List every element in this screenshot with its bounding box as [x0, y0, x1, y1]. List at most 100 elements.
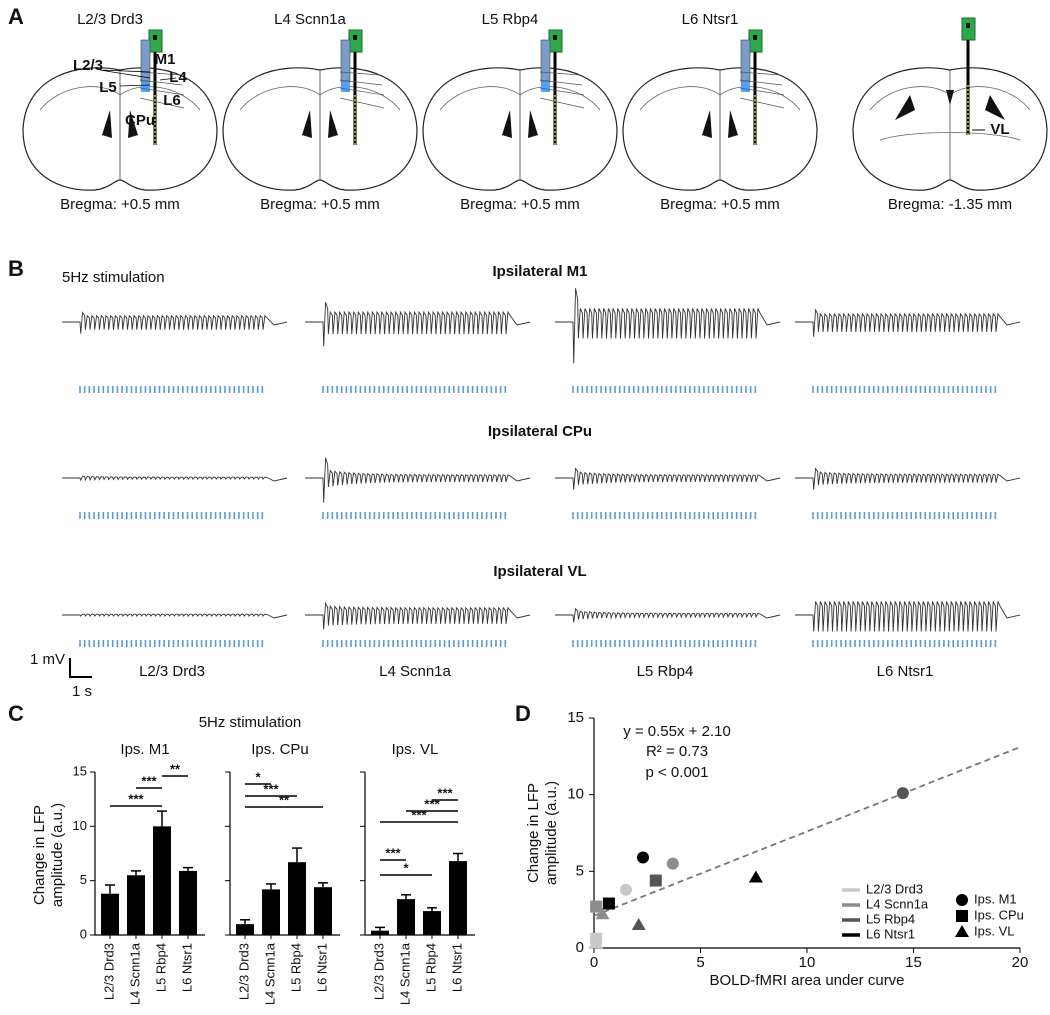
bar	[236, 924, 254, 935]
bar	[288, 862, 306, 935]
point	[636, 851, 649, 864]
bar	[101, 893, 119, 935]
fit-line	[593, 746, 1021, 917]
significance-label: ***	[263, 781, 279, 796]
bar	[262, 889, 280, 935]
x-tick-label: L4 Scnn1a	[397, 942, 412, 1005]
probe-connector	[148, 29, 163, 53]
significance-label: ***	[437, 785, 453, 800]
y-tick-label: 10	[73, 818, 87, 833]
ventricle	[895, 95, 915, 120]
point	[595, 907, 610, 920]
section-title: L4 Scnn1a	[274, 11, 346, 28]
legend-marker	[956, 894, 968, 906]
region-label: L2/3	[73, 57, 103, 74]
column-label: L4 Scnn1a	[379, 663, 451, 680]
y-axis-label: Change in LFP	[31, 805, 48, 905]
ventricle	[102, 110, 112, 138]
point	[631, 918, 646, 930]
x-tick-label: L4 Scnn1a	[262, 942, 277, 1005]
significance-label: ***	[424, 796, 440, 811]
fit-equation: y = 0.55x + 2.10	[623, 723, 731, 740]
probe-connector	[348, 29, 363, 53]
lfp-trace	[62, 311, 288, 334]
x-tick-label: L5 Rbp4	[153, 943, 168, 992]
stimulus-train	[572, 640, 757, 647]
bar	[397, 899, 415, 935]
y-tick-label: 5	[576, 862, 584, 879]
bregma-label: Bregma: +0.5 mm	[660, 196, 780, 213]
section-title: L6 Ntsr1	[682, 11, 739, 28]
legend-label: Ips. M1	[974, 891, 1017, 906]
x-tick-label: L2/3 Drd3	[236, 943, 251, 1000]
x-tick-label: L2/3 Drd3	[101, 943, 116, 1000]
y-axis-label: amplitude (a.u.)	[543, 781, 560, 885]
ventricle	[328, 110, 338, 138]
ventricle	[502, 110, 512, 138]
layer-grid	[539, 71, 585, 109]
lfp-trace	[62, 475, 288, 482]
ventricle	[302, 110, 312, 138]
chart-title: Ips. CPu	[251, 741, 309, 758]
stimulus-train	[79, 386, 264, 393]
brain-contour	[439, 86, 601, 111]
region-pointer	[99, 69, 177, 87]
bar	[423, 911, 441, 935]
stimulation-label: 5Hz stimulation	[62, 269, 165, 286]
significance-label: **	[279, 792, 290, 807]
point	[590, 900, 603, 913]
panel-label: A	[8, 4, 24, 29]
lfp-trace	[62, 613, 288, 619]
ventricle	[128, 110, 138, 138]
x-tick-label: L5 Rbp4	[288, 943, 303, 992]
fit-p: p < 0.001	[646, 764, 709, 781]
significance-label: ***	[141, 773, 157, 788]
stimulus-train	[812, 640, 997, 647]
optic-fiber	[740, 39, 751, 83]
y-axis-label: amplitude (a.u.)	[49, 803, 66, 907]
scale-label: 1 s	[72, 683, 92, 700]
scale-label: 1 mV	[30, 651, 65, 668]
point	[649, 874, 662, 887]
significance-label: **	[170, 761, 181, 776]
brain-contour	[639, 86, 801, 111]
panel-label: C	[8, 701, 24, 726]
lfp-trace	[305, 302, 531, 347]
stimulus-train	[572, 512, 757, 519]
probe-chip	[353, 35, 357, 40]
bregma-label: Bregma: +0.5 mm	[60, 196, 180, 213]
x-tick-label: 15	[905, 954, 922, 971]
x-tick-label: 0	[590, 954, 598, 971]
significance-label: *	[403, 860, 409, 875]
y-tick-label: 15	[567, 709, 584, 726]
ventricle	[946, 90, 954, 105]
section-title: L2/3 Drd3	[77, 11, 143, 28]
x-axis-label: BOLD-fMRI area under curve	[709, 972, 904, 989]
probe-connector	[748, 29, 763, 53]
ventricle	[528, 110, 538, 138]
region-label: L6	[163, 92, 181, 109]
x-tick-label: L6 Ntsr1	[179, 943, 194, 992]
significance-label: ***	[385, 845, 401, 860]
x-tick-label: L2/3 Drd3	[371, 943, 386, 1000]
y-axis-label: Change in LFP	[525, 783, 542, 883]
region-label: VL	[990, 121, 1009, 138]
x-tick-label: 20	[1012, 954, 1029, 971]
stimulus-train	[322, 512, 507, 519]
optic-light	[141, 82, 150, 92]
stimulus-train	[812, 512, 997, 519]
column-label: L2/3 Drd3	[139, 663, 205, 680]
stimulus-train	[572, 386, 757, 393]
section-title: L5 Rbp4	[482, 11, 539, 28]
bar	[371, 930, 389, 935]
chart-title: Ips. M1	[120, 741, 169, 758]
probe-chip	[553, 35, 557, 40]
bar	[179, 870, 197, 935]
optic-light	[741, 82, 750, 92]
ventricle	[985, 95, 1005, 120]
stimulus-train	[322, 386, 507, 393]
stimulus-train	[322, 640, 507, 647]
probe-chip	[753, 35, 757, 40]
region-label: L5	[99, 79, 117, 96]
